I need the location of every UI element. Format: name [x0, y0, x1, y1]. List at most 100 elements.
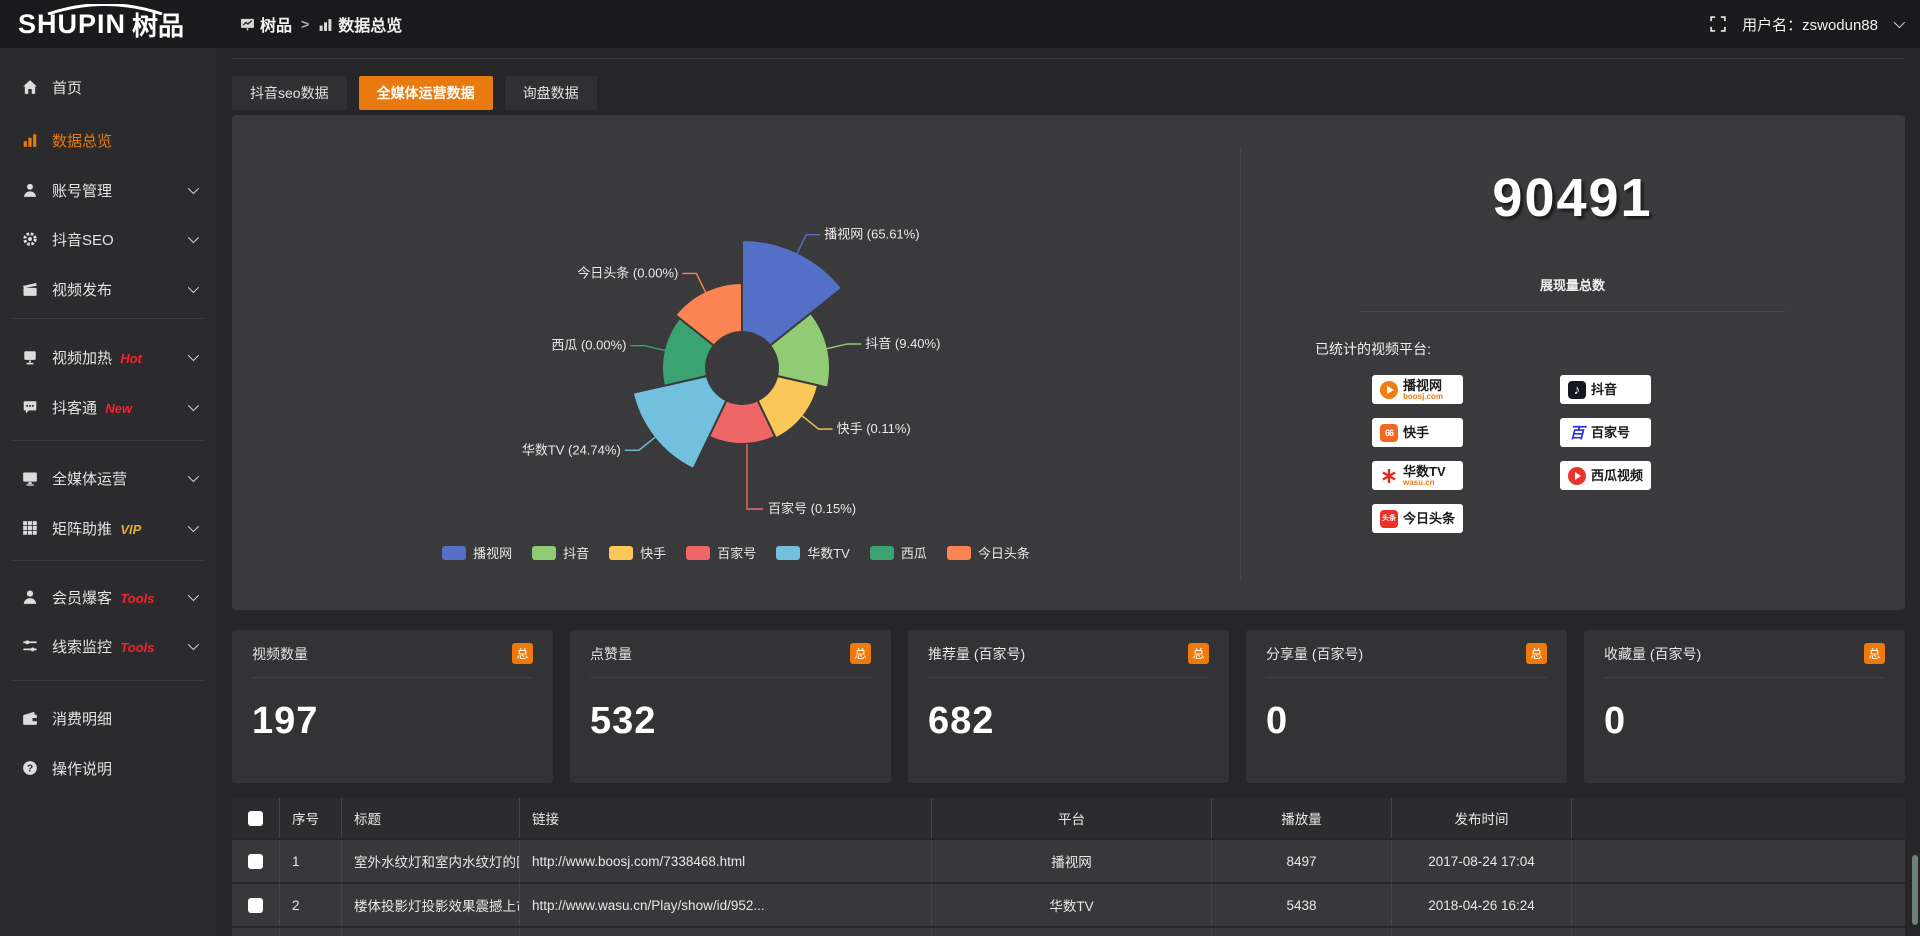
legend-item-播视网[interactable]: 播视网 [442, 543, 512, 562]
cell-time: 2017-08-24 17:04 [1392, 840, 1572, 882]
pie-slice-抖音[interactable] [768, 311, 831, 389]
pie-label: 抖音 (9.40%) [865, 336, 940, 351]
clapper-icon [23, 283, 37, 296]
question-icon: ? [23, 761, 37, 775]
page-scrollbar-thumb[interactable] [1912, 855, 1918, 925]
cell-title-link[interactable]: 室外水纹灯和室内水纹灯的区别和简介 [342, 840, 520, 882]
total-badge[interactable]: 总 [1188, 643, 1209, 664]
sidebar-item-12[interactable]: 消费明细 [0, 701, 216, 735]
breadcrumb-root[interactable]: 树品 [240, 12, 292, 36]
sidebar-item-1[interactable]: 首页 [0, 70, 216, 104]
legend-item-华数TV[interactable]: 华数TV [776, 543, 850, 562]
row-checkbox[interactable] [248, 853, 263, 869]
sidebar-item-label: 抖音SEO [52, 231, 114, 249]
sidebar-item-label: 账号管理 [52, 182, 113, 200]
total-badge[interactable]: 总 [1864, 643, 1885, 664]
pie-label-line [624, 434, 659, 451]
sidebar-item-label: 会员爆客 Tools [52, 589, 155, 607]
total-badge[interactable]: 总 [1526, 643, 1547, 664]
stat-card-3: 推荐量 (百家号) 总 682 [908, 630, 1229, 783]
sidebar-item-label: 抖客通 New [52, 399, 133, 417]
sidebar-divider [12, 560, 204, 561]
cell-title-link[interactable]: 楼体投影灯投影效果震撼上市 [342, 884, 520, 926]
platform-badge-今日头条: 头条 今日头条 [1372, 504, 1464, 533]
legend-label: 快手 [640, 546, 667, 561]
platform-badge-抖音: ♪ 抖音 [1560, 375, 1652, 404]
stat-card-1: 视频数量 总 197 [232, 630, 553, 783]
sidebar-item-label: 视频加热 Hot [52, 349, 143, 367]
legend-item-西瓜[interactable]: 西瓜 [869, 543, 927, 562]
breadcrumb-separator: > [301, 16, 310, 32]
bar-chart-icon [23, 134, 37, 147]
pie-slice-播视网[interactable] [741, 238, 844, 348]
tab-2[interactable]: 全媒体运营数据 [358, 76, 493, 110]
sidebar-item-8[interactable]: 全媒体运营 [0, 461, 216, 495]
cell-url-link[interactable]: http://www.wasu.cn/Play/show/id/952... [520, 884, 932, 926]
legend-swatch [776, 545, 801, 560]
bar-chart-icon [319, 18, 332, 31]
tab-1[interactable]: 抖音seo数据 [232, 76, 347, 110]
sidebar-item-label: 全媒体运营 [52, 470, 128, 488]
chevron-down-icon [187, 349, 200, 362]
main-content: 抖音seo数据 全媒体运营数据 询盘数据 播视网 (65.61%) 抖音 (9.40%… [216, 48, 1920, 936]
overview-panel: 播视网 (65.61%) 抖音 (9.40%) 快手 (0.11%) 百家号 (0.1… [232, 115, 1905, 610]
stat-cards-row: 视频数量总 197 点赞量总 532 推荐量 (百家号) 总 682 分享量 (百家号) 总 0 收… [232, 630, 1905, 783]
sidebar-item-5[interactable]: 视频发布 [0, 272, 216, 306]
username-label[interactable]: 用户名：zswodun88 [1742, 16, 1878, 34]
platform-subtext: boosj.com [1403, 391, 1444, 401]
sidebar-item-2[interactable]: 数据总览 [0, 123, 216, 157]
row-checkbox[interactable] [248, 897, 263, 913]
user-chevron-down-icon[interactable] [1893, 16, 1906, 29]
logo-text-en: SHUPIN [18, 8, 127, 39]
col-header-views: 播放量 [1212, 798, 1392, 838]
stat-card-title: 推荐量 (百家号) [928, 645, 1026, 662]
total-badge[interactable]: 总 [850, 643, 871, 664]
header-divider [232, 58, 1905, 59]
impressions-total-label: 展现量总数 [1539, 278, 1605, 293]
sidebar-item-13[interactable]: ? 操作说明 [0, 751, 216, 785]
sidebar-item-4[interactable]: 抖音SEO [0, 222, 216, 256]
user-area: 用户名：zswodun88 [1710, 0, 1906, 48]
platform-badge-百家号: 百百家号 [1560, 418, 1652, 447]
sidebar-item-10[interactable]: 会员爆客 Tools [0, 580, 216, 614]
logo-text-cn: 树品 [132, 10, 185, 41]
total-badge[interactable]: 总 [512, 643, 533, 664]
cell-url-link[interactable]: http://www.boosj.com/7338468.html [520, 840, 932, 882]
pie-label: 西瓜 (0.00%) [551, 338, 626, 353]
fullscreen-icon[interactable] [1710, 16, 1726, 32]
platform-badge-华数TV: 华数TV wasu.cn [1372, 461, 1464, 490]
legend-item-百家号[interactable]: 百家号 [686, 543, 756, 562]
legend-item-今日头条[interactable]: 今日头条 [946, 543, 1030, 562]
stat-card-value: 682 [928, 700, 995, 742]
sidebar-item-6[interactable]: 视频加热 Hot [0, 340, 216, 374]
cell-platform: 华数TV [932, 884, 1212, 926]
pie-slice-华数TV[interactable] [631, 374, 728, 471]
select-all-checkbox[interactable] [248, 810, 263, 826]
stat-card-2: 点赞量 总 532 [570, 630, 891, 783]
legend-item-抖音[interactable]: 抖音 [532, 543, 589, 562]
pie-slice-快手[interactable] [756, 374, 820, 440]
table-row-clipped [232, 928, 1905, 936]
legend-item-快手[interactable]: 快手 [609, 543, 666, 562]
sidebar-item-3[interactable]: 账号管理 [0, 173, 216, 207]
stat-card-value: 532 [590, 700, 657, 742]
sidebar-item-7[interactable]: 抖客通 New [0, 390, 216, 424]
pie-label: 快手 (0.11%) [837, 421, 911, 436]
chevron-down-icon [187, 399, 200, 412]
chevron-down-icon [187, 182, 200, 195]
breadcrumb-current[interactable]: 数据总览 [318, 12, 402, 36]
pie-label-line [823, 343, 862, 350]
sidebar-item-9[interactable]: 矩阵助推 VIP [0, 511, 216, 545]
pie-label-line [795, 233, 821, 257]
platform-badge-西瓜视频: 西瓜视频 [1560, 461, 1652, 490]
gear-icon [23, 232, 37, 246]
cell-views: 8497 [1212, 840, 1392, 882]
tab-3[interactable]: 询盘数据 [504, 76, 597, 110]
app-logo: SHUPIN 树品 [18, 0, 184, 48]
legend-label: 西瓜 [900, 546, 927, 561]
sidebar-item-11[interactable]: 线索监控 Tools [0, 629, 216, 663]
sidebar-item-badge: New [105, 400, 133, 416]
rose-pie-chart[interactable]: 播视网 (65.61%) 抖音 (9.40%) 快手 (0.11%) 百家号 (0.1… [232, 115, 1240, 585]
sidebar-item-badge: Tools [120, 639, 155, 655]
pie-slice-今日头条[interactable] [674, 281, 743, 348]
